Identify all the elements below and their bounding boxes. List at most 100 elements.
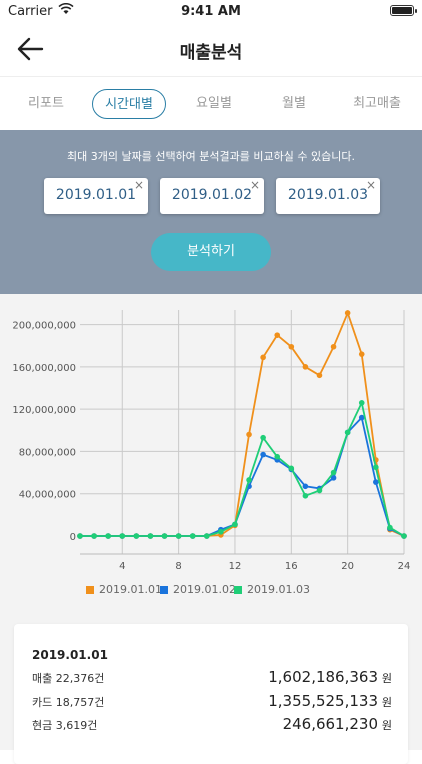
legend-item: 2019.01.03: [234, 583, 310, 596]
data-point: [133, 533, 140, 539]
data-point: [302, 493, 309, 499]
summary-label: 매출 22,376건: [32, 672, 105, 685]
summary-card: 2019.01.01 매출 22,376건 1,602,186,363 원 카드…: [14, 624, 408, 764]
data-point: [316, 487, 323, 494]
remove-date-icon[interactable]: ×: [133, 178, 144, 192]
summary-unit: 원: [381, 719, 392, 732]
clock-time: 9:41 AM: [181, 4, 241, 19]
y-tick-label: 0: [70, 532, 76, 543]
tab-report[interactable]: 리포트: [28, 96, 64, 111]
page-title: 매출분석: [179, 43, 243, 63]
series-line-3: [80, 400, 405, 537]
data-point: [288, 343, 295, 350]
legend-swatch: [234, 586, 242, 594]
line-chart: 4 8 12 16 20 24 0 40,000,000 80,000,000 120,000,0…: [12, 310, 411, 572]
data-point: [246, 477, 252, 483]
data-point: [246, 431, 252, 438]
data-point: [91, 533, 97, 539]
data-point: [358, 400, 365, 406]
data-point: [373, 464, 379, 471]
data-point: [218, 528, 224, 535]
remove-date-icon[interactable]: ×: [365, 178, 376, 192]
date-chip-value: 2019.01.03: [287, 187, 369, 203]
legend-label: 2019.01.03: [247, 583, 310, 596]
analyze-button[interactable]: 분석하기: [151, 233, 271, 271]
summary-row-card: 카드 18,757건 1,355,525,133 원: [32, 692, 392, 712]
data-point: [274, 332, 281, 338]
data-point: [260, 434, 266, 441]
back-button[interactable]: [16, 36, 46, 62]
data-point: [77, 533, 83, 539]
summary-unit: 원: [381, 672, 392, 685]
legend-swatch: [86, 586, 94, 594]
data-point: [274, 453, 281, 460]
data-point: [344, 310, 351, 316]
legend-label: 2019.01.02: [173, 583, 236, 596]
carrier-label: Carrier: [8, 4, 53, 19]
back-arrow-icon: [17, 37, 44, 61]
navigation-bar: 매출분석: [0, 22, 422, 76]
legend-item: 2019.01.01: [86, 583, 162, 596]
battery-icon: [390, 5, 417, 16]
x-tick-label: 12: [229, 561, 242, 572]
compare-hint: 최대 3개의 날짜를 선택하여 분석결과를 비교하실 수 있습니다.: [67, 150, 355, 163]
chart-legend: 2019.01.01 2019.01.02 2019.01.03: [0, 583, 422, 597]
summary-label: 카드 18,757건: [32, 696, 105, 709]
summary-amount: 246,661,230: [282, 715, 378, 733]
data-point: [358, 351, 365, 357]
data-point: [316, 372, 323, 379]
summary-date: 2019.01.01: [32, 648, 108, 662]
summary-label: 현금 3,619건: [32, 719, 98, 732]
data-point: [373, 479, 379, 485]
data-point: [203, 533, 210, 539]
data-point: [401, 533, 407, 539]
data-point: [330, 475, 337, 481]
data-point: [260, 451, 266, 458]
legend-swatch: [160, 586, 168, 594]
x-tick-label: 24: [398, 561, 411, 572]
y-tick-label: 40,000,000: [19, 490, 76, 501]
date-chip-3[interactable]: 2019.01.03 ×: [276, 178, 380, 214]
y-tick-label: 160,000,000: [12, 363, 76, 374]
data-point: [288, 465, 295, 472]
data-point: [302, 364, 309, 370]
date-chip-value: 2019.01.01: [55, 187, 137, 203]
tab-hourly[interactable]: 시간대별: [92, 89, 166, 119]
data-point: [161, 533, 168, 539]
legend-label: 2019.01.01: [99, 583, 162, 596]
tab-top-sales[interactable]: 최고매출: [353, 96, 401, 111]
x-tick-label: 4: [119, 561, 125, 572]
summary-amount: 1,602,186,363: [268, 668, 378, 686]
x-tick-label: 20: [341, 561, 354, 572]
data-point: [330, 343, 337, 350]
y-tick-label: 120,000,000: [12, 405, 76, 416]
data-point: [387, 524, 393, 531]
data-point: [260, 354, 266, 361]
wifi-icon: [58, 2, 74, 19]
data-point: [105, 533, 111, 539]
y-tick-label: 200,000,000: [12, 321, 76, 332]
y-tick-label: 80,000,000: [19, 447, 76, 458]
date-chip-1[interactable]: 2019.01.01 ×: [44, 178, 148, 214]
data-point: [344, 429, 351, 436]
summary-row-sales: 매출 22,376건 1,602,186,363 원: [32, 668, 392, 688]
x-tick-label: 8: [175, 561, 181, 572]
remove-date-icon[interactable]: ×: [249, 178, 260, 192]
x-tick-label: 16: [285, 561, 298, 572]
tab-weekday[interactable]: 요일별: [196, 96, 232, 111]
status-bar: Carrier 9:41 AM: [0, 0, 422, 22]
data-point: [189, 533, 196, 539]
data-point: [119, 533, 126, 539]
data-point: [175, 533, 182, 539]
data-point: [232, 521, 238, 528]
date-compare-panel: 최대 3개의 날짜를 선택하여 분석결과를 비교하실 수 있습니다. 2019.…: [0, 130, 422, 294]
summary-unit: 원: [381, 696, 392, 709]
date-chip-2[interactable]: 2019.01.02 ×: [160, 178, 264, 214]
data-point: [358, 414, 365, 421]
data-point: [302, 483, 309, 490]
data-point: [147, 533, 154, 539]
summary-amount: 1,355,525,133: [268, 692, 378, 710]
summary-row-cash: 현금 3,619건 246,661,230 원: [32, 715, 392, 735]
tab-monthly[interactable]: 월별: [282, 96, 306, 111]
legend-item: 2019.01.02: [160, 583, 236, 596]
